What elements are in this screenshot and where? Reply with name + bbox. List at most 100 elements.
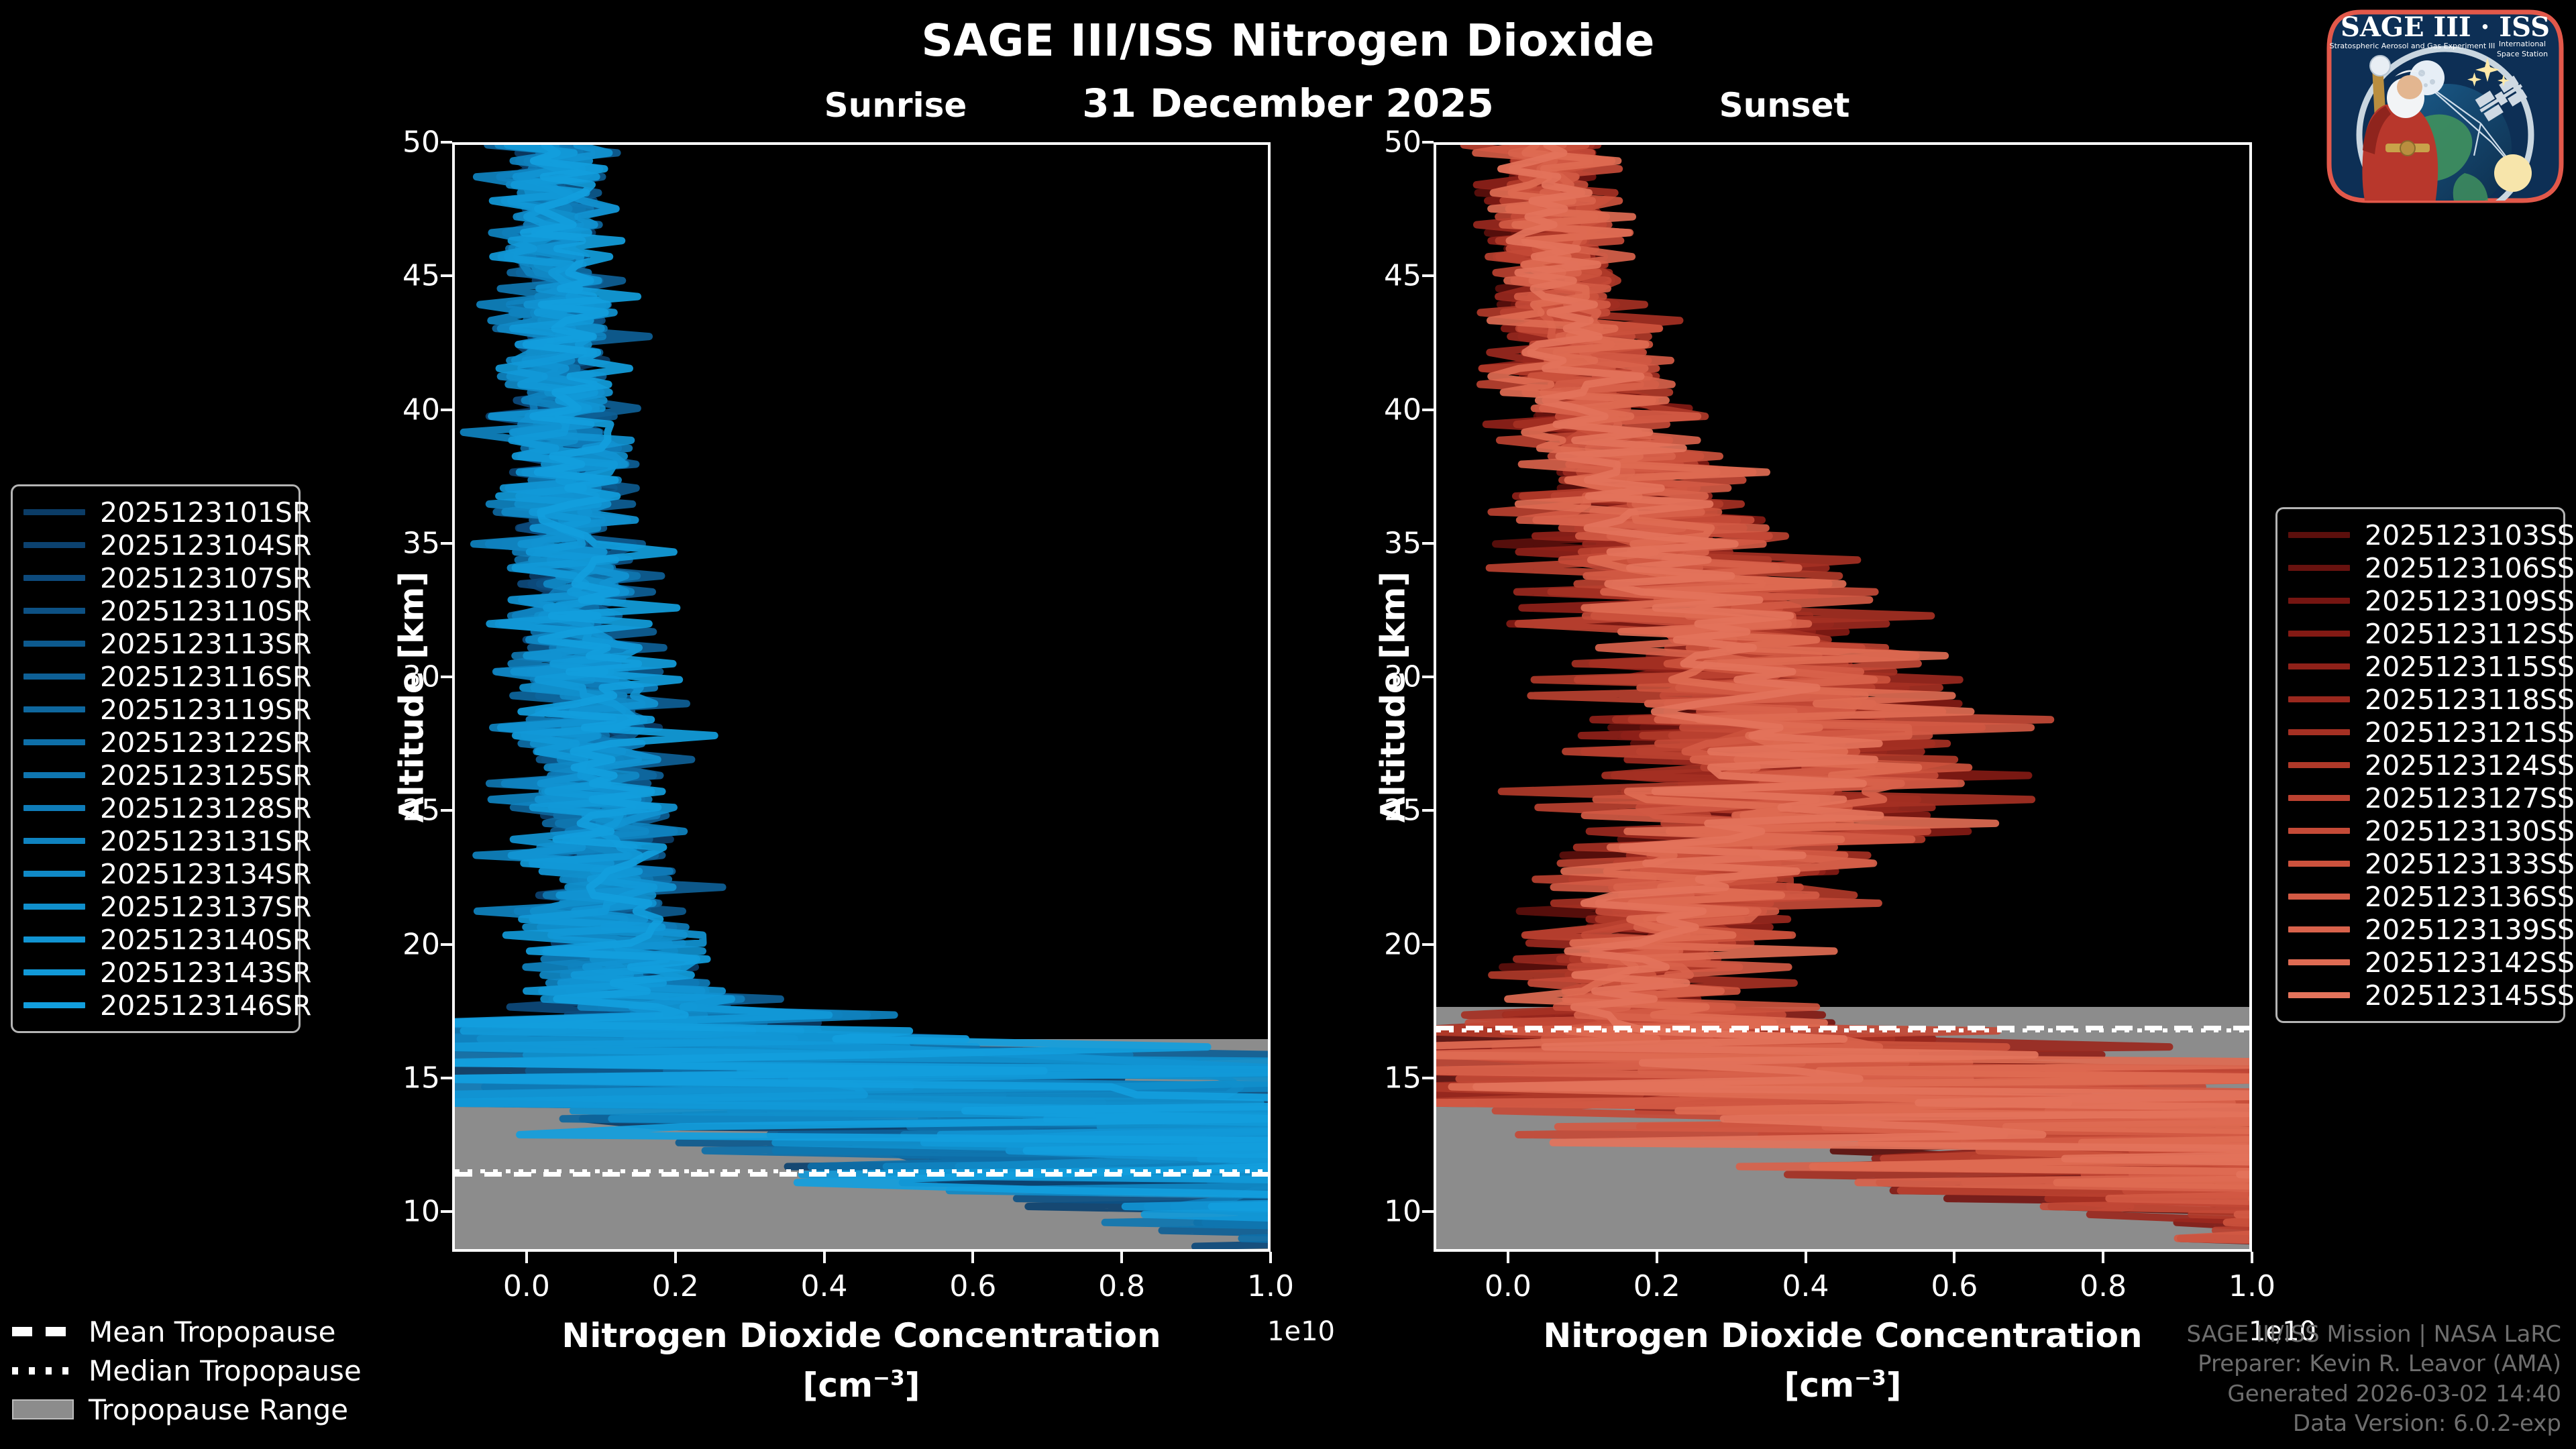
sunset-panel-title: Sunset xyxy=(1719,86,1850,125)
y-axis-tick-mark xyxy=(1422,809,1434,812)
legend-item[interactable]: 2025123145SS xyxy=(2288,979,2575,1012)
legend-label: 2025123107SR xyxy=(100,561,312,594)
legend-item[interactable]: 2025123130SS xyxy=(2288,814,2575,847)
legend-item-mean-tropopause: Mean Tropopause xyxy=(12,1312,335,1351)
x-axis-tick-label: 0.4 xyxy=(1782,1269,1829,1303)
legend-item[interactable]: 2025123139SS xyxy=(2288,913,2575,946)
legend-item[interactable]: 2025123109SS xyxy=(2288,584,2575,617)
legend-item[interactable]: 2025123115SS xyxy=(2288,650,2575,683)
legend-item[interactable]: 2025123128SR xyxy=(23,792,311,824)
legend-label: 2025123134SR xyxy=(100,857,312,890)
dashed-line-icon xyxy=(12,1327,74,1336)
legend-color-swatch xyxy=(2288,631,2350,637)
legend-label: 2025123113SR xyxy=(100,627,312,660)
legend-label: 2025123125SR xyxy=(100,759,312,792)
y-axis-tick-mark xyxy=(441,541,452,545)
legend-sunset[interactable]: 2025123103SS 2025123106SS 2025123109SS 2025… xyxy=(2275,507,2575,1023)
legend-color-swatch xyxy=(23,772,85,778)
wizard-robe-shadow xyxy=(2363,106,2391,154)
x-axis-tick-mark xyxy=(971,1252,975,1263)
y-axis-tick-label: 10 xyxy=(1384,1194,1421,1229)
legend-item[interactable]: 2025123134SR xyxy=(23,857,311,890)
legend-color-swatch xyxy=(23,936,85,943)
legend-item[interactable]: 2025123103SS xyxy=(2288,519,2575,551)
legend-label-tropopause-range: Tropopause Range xyxy=(89,1393,349,1426)
y-axis-tick-label: 50 xyxy=(402,125,440,160)
y-axis-tick-mark xyxy=(441,676,452,679)
x-axis-tick-mark xyxy=(2251,1252,2253,1263)
legend-color-swatch xyxy=(2288,762,2350,768)
profile-line xyxy=(455,145,1268,1222)
x-axis-tick-label: 1.0 xyxy=(2229,1269,2275,1303)
legend-item[interactable]: 2025123137SR xyxy=(23,890,311,923)
legend-label: 2025123106SS xyxy=(2365,551,2575,584)
legend-color-swatch xyxy=(2288,598,2350,604)
staff-orb xyxy=(2369,55,2391,76)
legend-color-swatch xyxy=(2288,894,2350,900)
median-tropopause-line-sunset xyxy=(1436,1028,2249,1032)
legend-color-swatch xyxy=(2288,992,2350,998)
legend-sunrise[interactable]: 2025123101SR 2025123104SR 2025123107SR 2025… xyxy=(11,484,311,1033)
sunset-axes-frame xyxy=(1434,142,2252,1252)
x-axis-tick-mark xyxy=(1506,1252,1509,1263)
legend-item[interactable]: 2025123131SR xyxy=(23,824,311,857)
legend-item[interactable]: 2025123112SS xyxy=(2288,617,2575,650)
legend-color-swatch xyxy=(2288,532,2350,538)
x-axis-tick-label: 0.6 xyxy=(1931,1269,1978,1303)
legend-label-mean-tropopause: Mean Tropopause xyxy=(89,1315,336,1348)
x-axis-tick-label: 0.4 xyxy=(800,1269,848,1303)
legend-item[interactable]: 2025123119SR xyxy=(23,693,311,726)
profile-line xyxy=(1451,145,2249,1214)
legend-item[interactable]: 2025123140SR xyxy=(23,923,311,956)
legend-item[interactable]: 2025123121SS xyxy=(2288,716,2575,749)
legend-label: 2025123139SS xyxy=(2365,913,2575,946)
legend-color-swatch xyxy=(2288,828,2350,834)
legend-item[interactable]: 2025123146SR xyxy=(23,989,311,1022)
page-title: SAGE III/ISS Nitrogen Dioxide xyxy=(921,15,1655,66)
legend-item[interactable]: 2025123142SS xyxy=(2288,946,2575,979)
legend-label: 2025123128SR xyxy=(100,792,312,824)
sunset-profile-lines xyxy=(1436,145,2249,1245)
legend-item[interactable]: 2025123116SR xyxy=(23,660,311,693)
legend-label: 2025123109SS xyxy=(2365,584,2575,617)
legend-item[interactable]: 2025123118SS xyxy=(2288,683,2575,716)
y-axis-tick-label: 30 xyxy=(402,659,440,694)
y-axis-tick-label: 20 xyxy=(1384,927,1421,962)
median-tropopause-line-sunrise xyxy=(455,1169,1268,1173)
legend-item[interactable]: 2025123124SS xyxy=(2288,749,2575,782)
legend-item-tropopause-range: Tropopause Range xyxy=(12,1390,348,1429)
y-axis-tick-label: 45 xyxy=(402,258,440,293)
legend-color-swatch xyxy=(2288,959,2350,965)
y-axis-tick-mark xyxy=(441,408,452,411)
legend-item[interactable]: 2025123104SR xyxy=(23,529,311,561)
y-axis-tick-mark xyxy=(441,1076,452,1079)
legend-label-median-tropopause: Median Tropopause xyxy=(89,1354,362,1387)
legend-item[interactable]: 2025123136SS xyxy=(2288,880,2575,913)
legend-item[interactable]: 2025123143SR xyxy=(23,956,311,989)
x-axis-tick-label: 0.0 xyxy=(1484,1269,1532,1303)
legend-item[interactable]: 2025123133SS xyxy=(2288,847,2575,880)
patch-subtitle-left: Stratospheric Aerosol and Gas Experiment… xyxy=(2330,42,2496,50)
legend-item[interactable]: 2025123122SR xyxy=(23,726,311,759)
legend-item[interactable]: 2025123113SR xyxy=(23,627,311,660)
dotted-line-icon xyxy=(12,1366,74,1375)
y-axis-tick-label: 15 xyxy=(1384,1061,1421,1095)
legend-item[interactable]: 2025123125SR xyxy=(23,759,311,792)
legend-color-swatch xyxy=(23,706,85,712)
y-axis-tick-label: 25 xyxy=(402,793,440,828)
sage-iii-iss-mission-patch-logo: BALL · NASA LANGLEY RESEARCH CENTER · TA… xyxy=(2326,9,2564,203)
legend-item[interactable]: 2025123107SR xyxy=(23,561,311,594)
y-axis-label-sunrise: Altitude [km] xyxy=(392,571,431,823)
x-axis-tick-mark xyxy=(1269,1252,1272,1263)
legend-item[interactable]: 2025123106SS xyxy=(2288,551,2575,584)
x-axis-offset-sunset: 1e10 xyxy=(2249,1316,2316,1347)
legend-label: 2025123124SS xyxy=(2365,749,2575,782)
legend-color-swatch xyxy=(2288,663,2350,669)
legend-item[interactable]: 2025123101SR xyxy=(23,496,311,529)
y-axis-tick-mark xyxy=(441,943,452,946)
legend-label: 2025123112SS xyxy=(2365,617,2575,650)
legend-item[interactable]: 2025123110SR xyxy=(23,594,311,627)
earth-landmass-south xyxy=(2453,173,2488,201)
legend-item[interactable]: 2025123127SS xyxy=(2288,782,2575,814)
legend-color-swatch xyxy=(2288,696,2350,702)
